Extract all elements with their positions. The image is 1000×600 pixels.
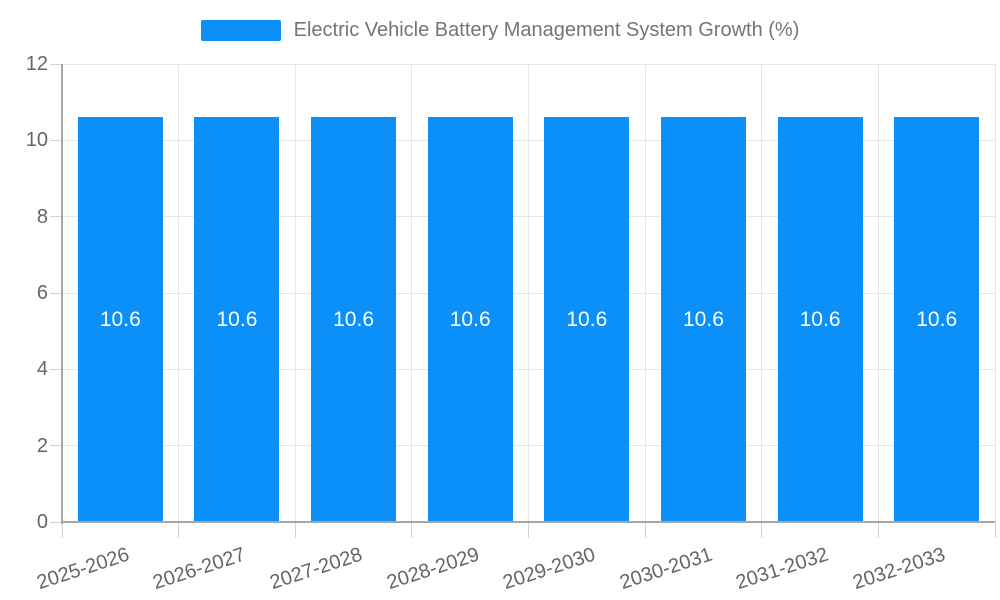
x-gridline: [411, 64, 413, 522]
x-tick-label: 2027-2028: [267, 543, 365, 595]
x-tick-mark: [994, 522, 996, 538]
x-tick-mark: [644, 522, 646, 538]
bar-value-label: 10.6: [799, 307, 841, 331]
y-tick-mark: [50, 445, 62, 447]
x-tick-label: 2029-2030: [500, 543, 599, 595]
y-tick-label: 8: [36, 205, 48, 228]
bar-value-label: 10.6: [99, 307, 141, 331]
y-tick-mark: [50, 521, 62, 523]
x-tick-label: 2032-2033: [850, 543, 949, 595]
x-tick-mark: [528, 522, 529, 538]
x-tick-label: 2026-2027: [150, 543, 249, 595]
x-axis-line: [62, 521, 995, 523]
x-gridline: [761, 64, 763, 522]
x-tick-label: 2028-2029: [383, 543, 482, 595]
y-tick-mark: [50, 63, 62, 65]
bar: [77, 117, 163, 522]
x-tick-mark: [877, 522, 879, 538]
x-gridline: [528, 64, 529, 522]
y-tick-label: 0: [36, 511, 48, 533]
bar-value-label: 10.6: [566, 307, 608, 331]
bar-value-label: 10.6: [449, 307, 491, 331]
bar-value-label: 10.6: [916, 307, 958, 331]
y-tick-label: 2: [36, 434, 48, 457]
bar-value-label: 10.6: [333, 307, 374, 331]
x-tick-label: 2025-2026: [33, 543, 132, 595]
legend-swatch: [200, 20, 281, 41]
y-tick-mark: [50, 139, 62, 141]
legend-label: Electric Vehicle Battery Management Syst…: [293, 19, 800, 41]
bar: [427, 117, 513, 522]
y-tick-label: 10: [25, 129, 48, 152]
bar: [544, 117, 630, 522]
bar: [194, 117, 280, 522]
bar-value-label: 10.6: [216, 307, 258, 331]
x-gridline: [294, 64, 296, 522]
bar: [311, 117, 397, 522]
bar-value-label: 10.6: [683, 307, 724, 331]
y-tick-mark: [50, 368, 62, 370]
x-tick-mark: [761, 522, 763, 538]
x-tick-mark: [178, 522, 180, 538]
x-gridline: [178, 64, 180, 522]
y-tick-mark: [50, 216, 62, 218]
legend: Electric Vehicle Battery Management Syst…: [0, 20, 1000, 41]
x-gridline: [644, 64, 646, 522]
bar: [660, 117, 746, 522]
x-tick-mark: [61, 522, 63, 538]
x-tick-label: 2031-2032: [733, 543, 832, 595]
y-tick-label: 6: [36, 282, 48, 304]
y-tick-label: 4: [36, 358, 48, 381]
bar: [894, 117, 980, 522]
x-gridline: [994, 64, 996, 522]
x-gridline: [877, 64, 879, 522]
y-tick-label: 12: [25, 53, 48, 75]
x-tick-mark: [411, 522, 413, 538]
y-axis-line: [61, 64, 63, 524]
y-tick-mark: [50, 292, 62, 294]
x-tick-mark: [294, 522, 296, 538]
bar: [777, 117, 863, 522]
x-tick-label: 2030-2031: [617, 543, 715, 595]
